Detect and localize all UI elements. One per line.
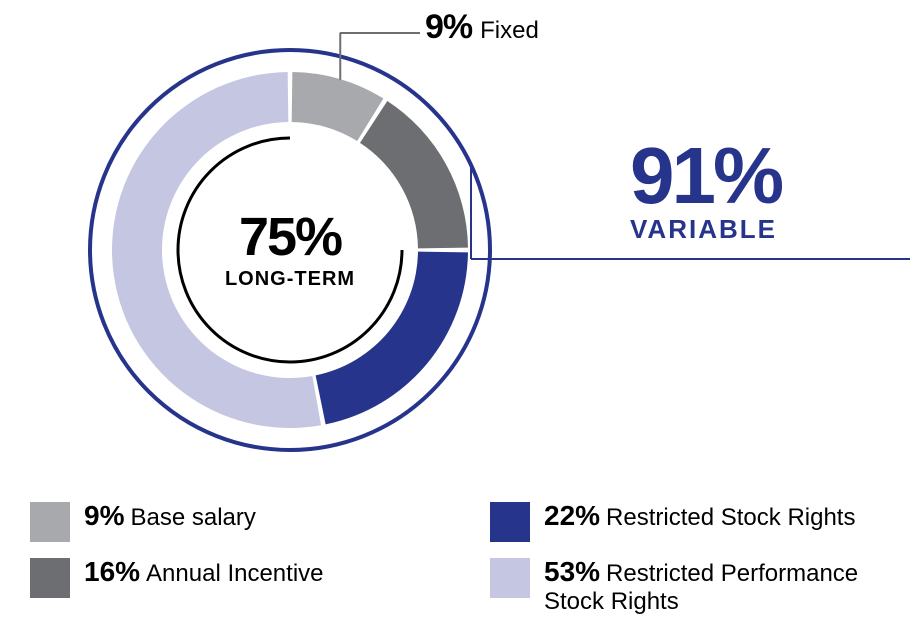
legend-pct: 22% — [544, 500, 600, 531]
donut-chart — [60, 20, 520, 480]
variable-pct: 91% — [630, 140, 781, 212]
callout-fixed: 9% Fixed — [425, 8, 539, 47]
segment-restricted_stock_rights — [316, 252, 468, 425]
legend-label: Annual Incentive — [146, 560, 323, 587]
legend-swatch — [30, 558, 70, 598]
legend-pct: 53% — [544, 556, 600, 587]
legend-item-3: 53%Restricted Performance Stock Rights — [490, 556, 910, 616]
callout-variable: 91% VARIABLE — [630, 140, 781, 245]
legend-text: 22%Restricted Stock Rights — [544, 500, 855, 532]
legend-item-1: 16%Annual Incentive — [30, 556, 450, 616]
legend-label: Base salary — [130, 504, 255, 531]
legend-item-0: 9%Base salary — [30, 500, 450, 542]
variable-label: VARIABLE — [630, 214, 781, 245]
segment-annual_incentive — [360, 101, 468, 248]
inner-arc — [178, 138, 402, 362]
legend-pct: 9% — [84, 500, 124, 531]
segment-restricted_performance_stock_rights — [112, 72, 321, 428]
legend-pct: 16% — [84, 556, 140, 587]
legend-item-2: 22%Restricted Stock Rights — [490, 500, 910, 542]
legend-text: 16%Annual Incentive — [84, 556, 324, 588]
legend-label: Restricted Stock Rights — [606, 504, 855, 531]
legend-text: 9%Base salary — [84, 500, 256, 532]
fixed-label: Fixed — [480, 17, 539, 45]
legend-swatch — [30, 502, 70, 542]
legend-swatch — [490, 502, 530, 542]
legend: 9%Base salary 22%Restricted Stock Rights 1… — [30, 500, 910, 616]
legend-swatch — [490, 558, 530, 598]
fixed-pct: 9% — [425, 8, 472, 47]
legend-text: 53%Restricted Performance Stock Rights — [544, 556, 910, 616]
